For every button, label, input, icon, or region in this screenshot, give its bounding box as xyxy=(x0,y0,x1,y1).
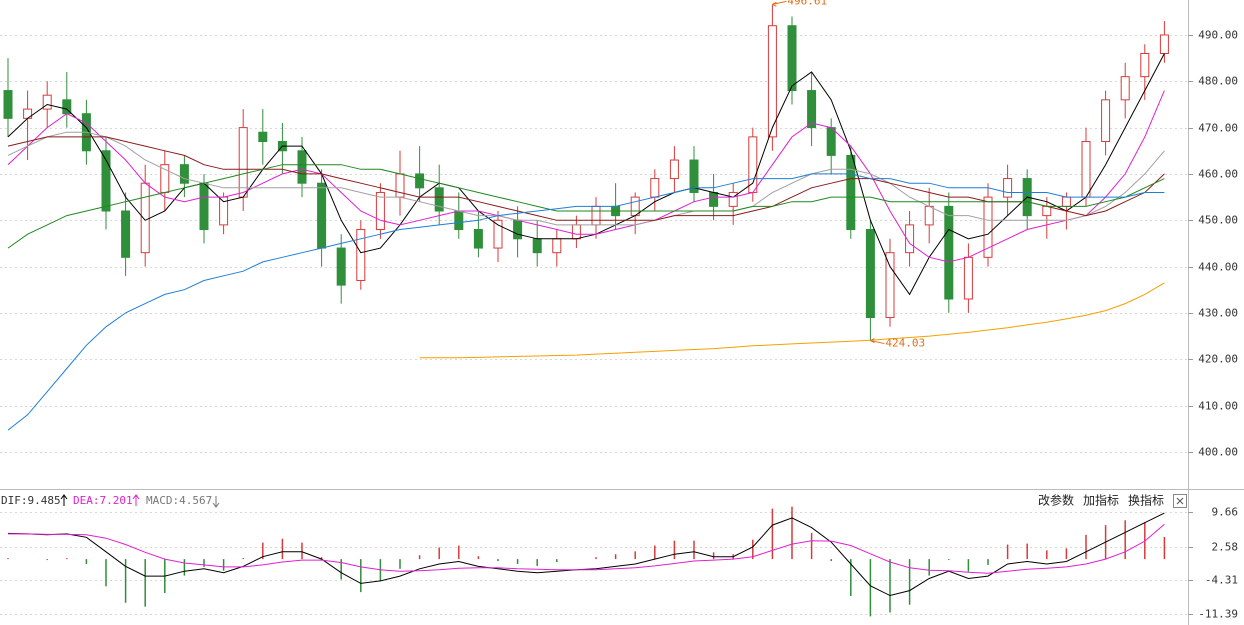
candle-body xyxy=(944,205,954,300)
y-tick-label: 450.00 xyxy=(1198,214,1238,227)
candle-body xyxy=(375,191,385,231)
y-tick-label: 480.00 xyxy=(1198,75,1238,88)
candle-body xyxy=(1101,99,1111,143)
down-arrow xyxy=(212,496,220,508)
close-button[interactable] xyxy=(1173,494,1187,508)
candle-body xyxy=(513,219,523,240)
y-tick-label: 420.00 xyxy=(1198,353,1238,366)
candle-body xyxy=(689,159,699,193)
candle-body xyxy=(709,191,719,207)
annotation-arrow xyxy=(772,0,787,7)
candle-body xyxy=(885,252,895,319)
candle-body xyxy=(415,173,425,189)
y-tick-label: 460.00 xyxy=(1198,168,1238,181)
line-series xyxy=(7,131,1165,226)
candle-body xyxy=(905,224,915,254)
annotation-arrow xyxy=(870,338,885,345)
line-series xyxy=(7,136,1165,221)
candle-body xyxy=(42,94,52,110)
y-tick-label: -11.39 xyxy=(1198,608,1238,621)
candle-body xyxy=(1003,178,1013,198)
button[interactable]: 换指标 xyxy=(1128,493,1164,508)
candle-body xyxy=(121,210,131,258)
y-tick-label: 9.66 xyxy=(1212,506,1239,519)
macd-label: MACD:4.567 xyxy=(146,494,212,507)
macd-header: DIF:9.485 DEA:7.201 MACD:4.567 改参数 加指标 换… xyxy=(1,493,1187,508)
candle-body xyxy=(199,182,209,231)
candle-body xyxy=(140,182,150,254)
line-series xyxy=(7,173,1165,431)
candle-body xyxy=(101,150,111,212)
candle-body xyxy=(493,219,503,249)
candle-body xyxy=(473,229,483,249)
candle-body xyxy=(297,150,307,184)
y-tick-label: 490.00 xyxy=(1198,29,1238,42)
candle-body xyxy=(826,127,836,156)
line-series xyxy=(7,164,1165,249)
candle-body xyxy=(767,25,777,138)
candle-body xyxy=(317,182,327,249)
candle-body xyxy=(238,127,248,198)
candle-body xyxy=(983,196,993,258)
candle-body xyxy=(924,205,934,226)
annotation: 496.61 xyxy=(787,0,827,7)
candle-body xyxy=(787,25,797,92)
candle-body xyxy=(454,210,464,231)
dea-label: DEA:7.201 xyxy=(73,494,133,507)
candle-body xyxy=(748,136,758,193)
up-arrow xyxy=(132,494,140,506)
candle-body xyxy=(571,224,581,240)
y-tick-label: 440.00 xyxy=(1198,261,1238,274)
candle-body xyxy=(1120,76,1130,101)
candle-body xyxy=(728,191,738,207)
button[interactable]: 加指标 xyxy=(1083,493,1119,508)
y-tick-label: -4.31 xyxy=(1205,574,1238,587)
candle-body xyxy=(846,154,856,231)
candle-body xyxy=(807,90,817,129)
candle-body xyxy=(552,238,562,254)
candle-body xyxy=(1159,34,1169,55)
y-tick-label: 410.00 xyxy=(1198,400,1238,413)
candle-body xyxy=(650,178,660,198)
candle-body xyxy=(532,238,542,254)
y-tick-label: 2.58 xyxy=(1212,541,1239,554)
line-series xyxy=(8,523,1165,574)
candle-body xyxy=(336,247,346,286)
candle-body xyxy=(356,229,366,281)
y-tick-label: 470.00 xyxy=(1198,122,1238,135)
line-series xyxy=(7,90,1165,263)
candle-body xyxy=(591,205,601,226)
candle-body xyxy=(1042,205,1052,217)
candle-body xyxy=(179,164,189,184)
candle-body xyxy=(963,256,973,300)
candle-body xyxy=(1061,196,1071,207)
up-arrow xyxy=(60,494,68,506)
y-tick-label: 430.00 xyxy=(1198,307,1238,320)
candle-body xyxy=(630,196,640,217)
line-series xyxy=(419,282,1165,359)
candle-body xyxy=(1081,141,1091,198)
annotation: 424.03 xyxy=(885,337,925,350)
dif-label: DIF:9.485 xyxy=(1,494,61,507)
candle-body xyxy=(865,229,875,319)
button[interactable]: 改参数 xyxy=(1038,493,1074,508)
candle-body xyxy=(669,159,679,180)
candle-body xyxy=(3,90,13,119)
candle-body xyxy=(258,131,268,143)
y-tick-label: 400.00 xyxy=(1198,446,1238,459)
candle-body xyxy=(1140,53,1150,78)
candle-body xyxy=(434,187,444,212)
